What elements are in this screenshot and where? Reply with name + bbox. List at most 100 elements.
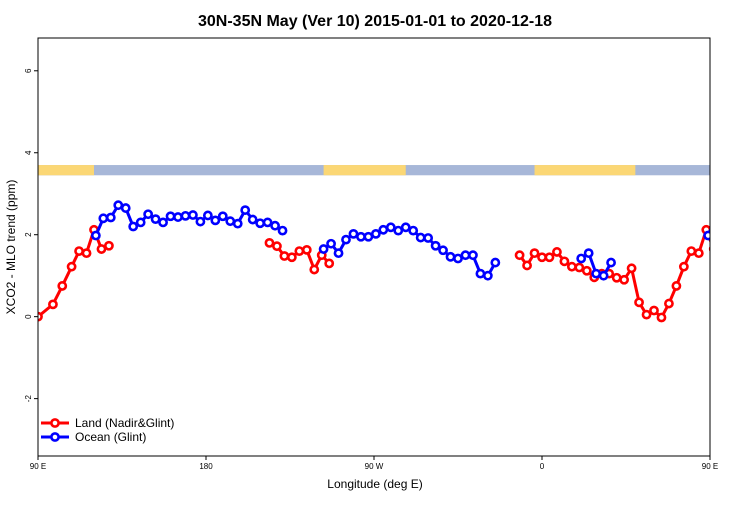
data-point (438, 245, 448, 256)
legend-label: Land (Nadir&Glint) (75, 416, 174, 430)
data-point (634, 297, 644, 308)
series-land (38, 224, 725, 323)
data-point (135, 217, 146, 228)
data-point (559, 256, 570, 267)
data-point (393, 225, 404, 236)
data-point (66, 261, 77, 272)
data-point (611, 272, 622, 283)
data-point (529, 248, 540, 259)
data-point (128, 221, 139, 232)
y-tick-label: 6 (24, 68, 33, 73)
data-point (104, 240, 114, 251)
data-point (279, 251, 290, 261)
data-point (158, 217, 168, 228)
legend-item: Ocean (Glint) (41, 430, 146, 444)
x-tick-label: 90 E (30, 462, 46, 471)
data-point (445, 251, 456, 262)
legend: Land (Nadir&Glint)Ocean (Glint) (41, 416, 174, 444)
data-point (671, 281, 682, 291)
data-point (606, 257, 616, 268)
legend-marker (50, 418, 60, 428)
chart-title: 30N-35N May (Ver 10) 2015-01-01 to 2020-… (198, 13, 552, 30)
data-point (240, 205, 251, 216)
data-point (195, 216, 206, 227)
data-point (363, 231, 374, 242)
x-tick-label: 90 W (365, 462, 384, 471)
data-point (408, 225, 419, 236)
data-point (718, 242, 725, 249)
data-point (105, 212, 116, 223)
data-point (370, 228, 381, 239)
data-point (712, 215, 719, 222)
data-point (113, 200, 124, 211)
data-point (74, 246, 84, 256)
data-point (318, 244, 329, 254)
data-point (686, 246, 697, 256)
data-point (301, 244, 312, 255)
plot-frame (37, 37, 711, 457)
y-tick-label: 2 (24, 232, 33, 237)
data-point (90, 230, 101, 241)
data-point (468, 250, 478, 261)
data-point (490, 257, 501, 268)
data-point (385, 222, 396, 233)
land-band-segment (38, 165, 94, 176)
data-point (326, 238, 336, 249)
data-point (581, 265, 592, 276)
data-point (324, 258, 335, 269)
data-point (566, 261, 577, 272)
data-point (552, 247, 562, 257)
data-point (475, 268, 486, 279)
data-point (57, 281, 68, 291)
data-point (598, 270, 609, 281)
data-point (150, 214, 161, 225)
y-tick-label: -2 (24, 395, 33, 403)
data-point (415, 232, 426, 243)
data-point (576, 253, 587, 264)
data-point (348, 228, 359, 239)
legend-marker (50, 432, 60, 442)
data-point (727, 202, 734, 209)
data-point (81, 248, 92, 259)
data-point (180, 210, 191, 221)
data-point (225, 216, 236, 227)
data-point (537, 252, 547, 263)
data-point (734, 204, 741, 211)
data-point (522, 260, 532, 271)
data-point (649, 305, 659, 316)
series-line (518, 228, 710, 319)
data-point (356, 231, 366, 242)
data-point (255, 218, 266, 229)
series-line (706, 227, 710, 237)
y-axis: -2 0 2 4 6 (24, 68, 38, 402)
land-mask-band (38, 165, 750, 176)
land-band-segment (323, 165, 406, 176)
data-point (626, 263, 637, 274)
data-point (574, 262, 585, 273)
data-point (217, 211, 228, 222)
data-point (272, 241, 282, 252)
y-tick-label: 4 (24, 150, 33, 155)
data-point (400, 222, 411, 233)
series-layer (38, 200, 749, 323)
data-point (264, 238, 275, 248)
data-point (453, 253, 463, 264)
data-point (333, 248, 344, 259)
data-point (693, 248, 704, 259)
data-point (341, 234, 351, 245)
legend-label: Ocean (Glint) (75, 430, 146, 444)
data-point (423, 233, 434, 243)
data-point (742, 223, 749, 230)
data-point (48, 299, 58, 310)
data-point (656, 312, 667, 323)
land-band-segment (734, 165, 750, 175)
land-band-segment (534, 165, 636, 176)
data-point (591, 268, 602, 279)
series-ocean (90, 200, 749, 281)
data-point (703, 230, 710, 241)
data-point (210, 215, 221, 226)
data-point (188, 210, 198, 220)
data-point (544, 252, 555, 263)
